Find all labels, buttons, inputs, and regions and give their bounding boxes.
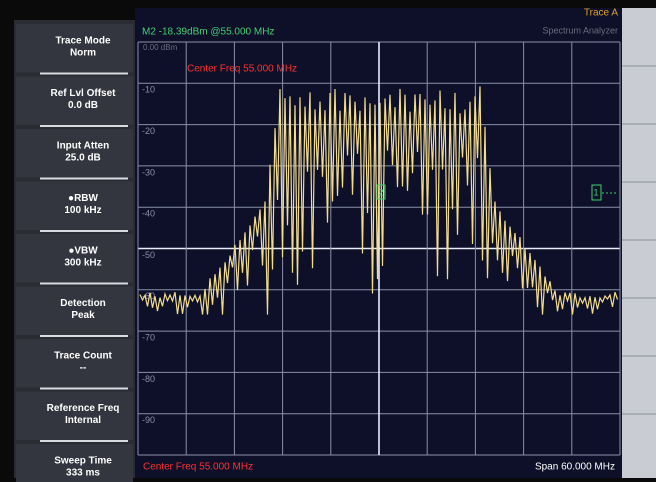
y-label: -90 [142,415,155,425]
marker: 2 [378,187,383,197]
y-label: -30 [142,167,155,177]
softkey-label: Ref Lvl Offset [50,88,116,99]
center-note: Center Freq 55.000 MHz [187,64,297,75]
softkey-label: ●RBW [68,193,98,204]
marker-readout: M2 -18.39dBm @55.000 MHz [142,27,274,38]
y-label: -20 [142,126,155,136]
softkey-value: 300 kHz [64,258,101,269]
trace-label: Trace A [584,8,618,19]
softkey-label: Reference Freq [47,403,120,414]
y-label: -50 [142,250,155,260]
softkey-value: Internal [65,415,101,426]
y-label: -40 [142,209,155,219]
footer-span: Span 60.000 MHz [535,462,615,473]
footer-center: Center Freq 55.000 MHz [143,462,253,473]
softkey-value: -- [80,363,87,374]
right-softkeys [622,8,656,478]
marker: 1 [593,187,598,197]
y-label: -70 [142,332,155,342]
softkey-value: Peak [71,310,95,321]
y-label: -10 [142,85,155,95]
softkey-label: Trace Count [54,351,112,362]
softkey-value: 100 kHz [64,205,101,216]
softkey-value: 25.0 dB [65,153,101,164]
softkey-label: Sweep Time [54,456,112,467]
softkey-value: 333 ms [66,468,100,479]
softkey-label: Input Atten [57,141,109,152]
softkey-label: Detection [60,298,106,309]
y-label: -80 [142,374,155,384]
mode-label: Spectrum Analyzer [542,25,618,35]
softkey[interactable] [16,339,133,388]
analyzer-screen: Trace A Spectrum Analyzer M2 -18.39dBm @… [0,0,656,482]
softkey-value: Norm [70,48,96,59]
softkey-label: Trace Mode [55,36,110,47]
softkey-value: 0.0 dB [68,100,98,111]
ref-level: 0.00 dBm [143,43,178,52]
softkey-label: ●VBW [68,246,98,257]
